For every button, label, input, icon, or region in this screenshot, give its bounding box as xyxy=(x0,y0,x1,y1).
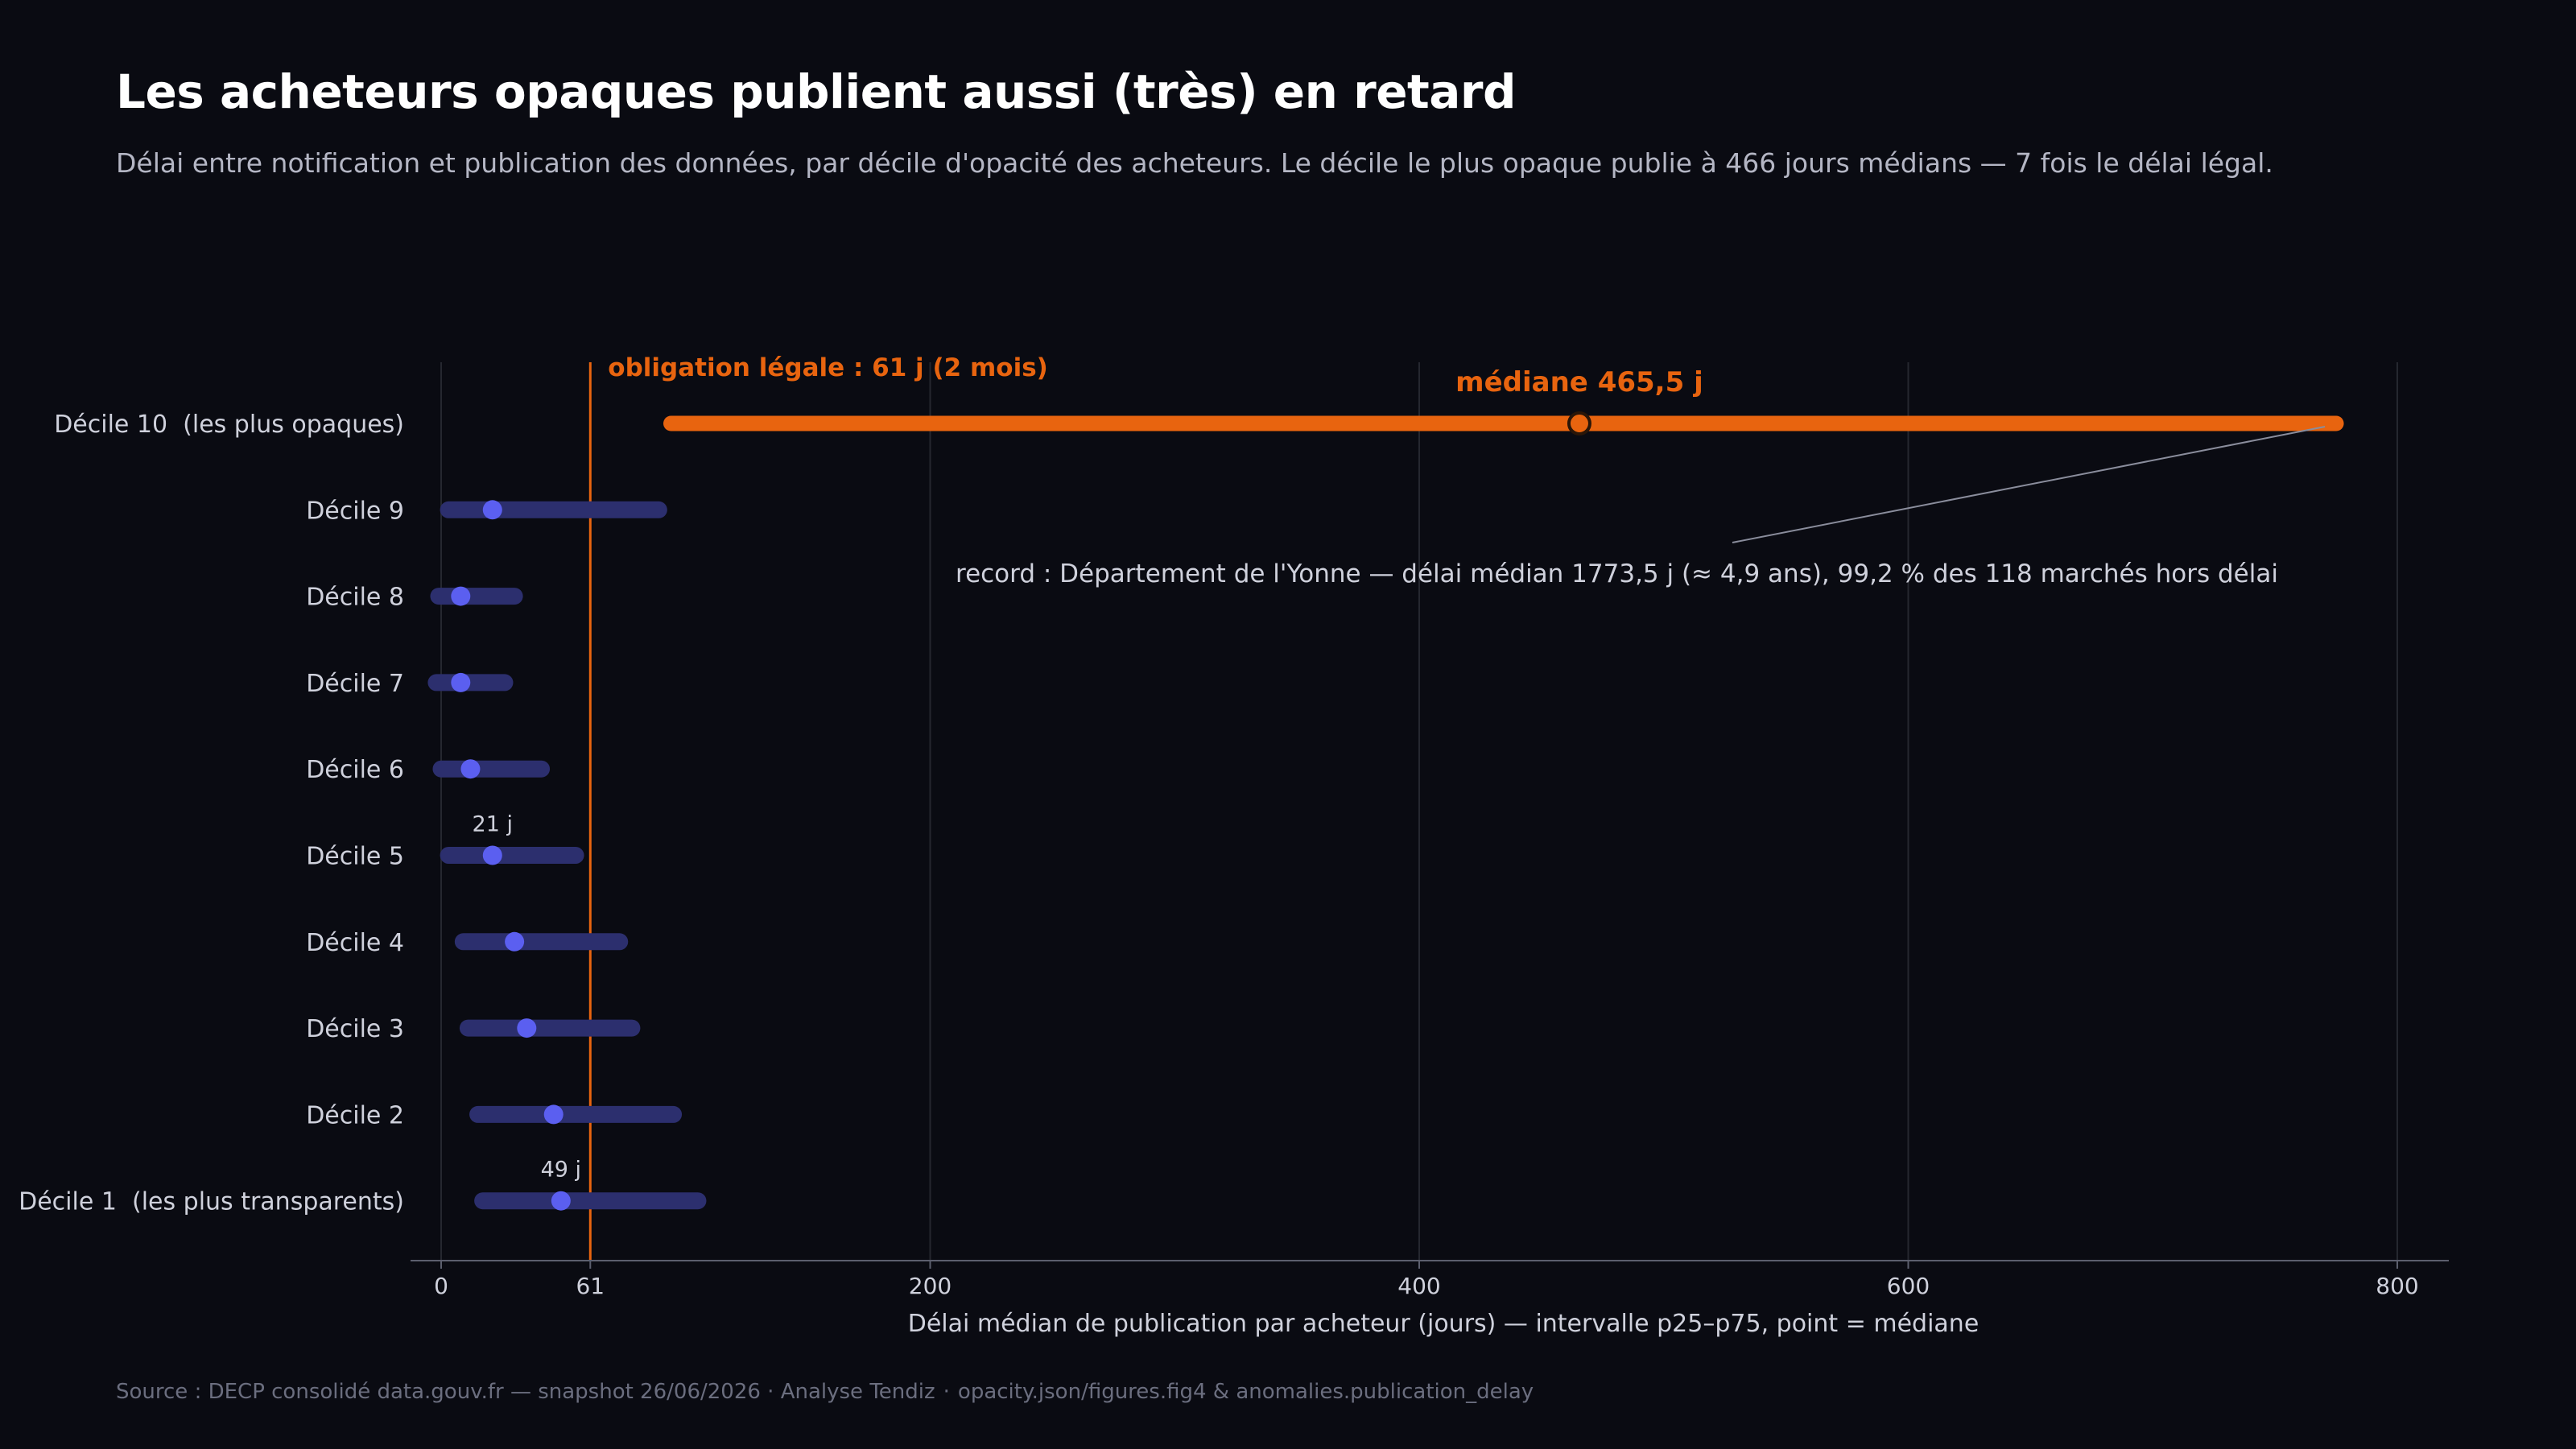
category-label: Décile 1 (les plus transparents) xyxy=(19,1188,404,1216)
category-label: Décile 6 xyxy=(306,756,404,784)
median-point xyxy=(482,500,502,520)
category-label: Décile 8 xyxy=(306,584,404,612)
median-point xyxy=(551,1191,571,1211)
reference-line-group: obligation légale : 61 j (2 mois) xyxy=(588,353,1048,1261)
category-labels: Décile 10 (les plus opaques) Décile 9 Déci… xyxy=(19,411,404,1216)
source-reference: opacity.json/figures.fig4 & anomalies.pu… xyxy=(957,1380,1534,1404)
category-label: Décile 7 xyxy=(306,670,404,698)
record-leader-line xyxy=(1732,426,2326,543)
x-axis: 0 61 200 400 600 800 Délai médian de publicat… xyxy=(411,1260,2449,1338)
category-label: Décile 5 xyxy=(306,843,404,871)
x-tick-label: 400 xyxy=(1397,1273,1440,1299)
x-axis-label: Délai médian de publication par acheteur… xyxy=(908,1310,1979,1338)
category-label: Décile 10 (les plus opaques) xyxy=(54,411,404,439)
annotations: médiane 465,5 j record : Département de … xyxy=(473,366,2326,1183)
category-label: Décile 2 xyxy=(306,1101,404,1129)
median-point xyxy=(505,931,525,952)
legal-deadline-label: obligation légale : 61 j (2 mois) xyxy=(608,353,1048,382)
category-label: Décile 9 xyxy=(306,497,404,525)
x-tick-label: 0 xyxy=(434,1273,448,1299)
median-point xyxy=(460,759,481,779)
x-tick-label: 61 xyxy=(576,1273,605,1299)
x-tick-label: 800 xyxy=(2376,1273,2418,1299)
record-annotation: record : Département de l'Yonne — délai … xyxy=(956,559,2278,588)
median-point xyxy=(517,1018,537,1038)
chart-title: Les acheteurs opaques publient aussi (tr… xyxy=(116,64,1517,119)
x-axis-ticks: 0 61 200 400 600 800 xyxy=(434,1261,2419,1299)
x-tick-label: 200 xyxy=(909,1273,952,1299)
median-points xyxy=(451,411,1591,1211)
source-note: Source : DECP consolidé data.gouv.fr — s… xyxy=(116,1380,1534,1404)
median-point xyxy=(451,586,471,606)
decile-1-median-label: 49 j xyxy=(541,1158,581,1183)
x-tick-label: 600 xyxy=(1887,1273,1930,1299)
category-label: Décile 3 xyxy=(306,1015,404,1043)
source-text: Source : DECP consolidé data.gouv.fr — s… xyxy=(116,1380,935,1404)
chart-subtitle: Délai entre notification et publication … xyxy=(116,147,2273,179)
source-separator: · xyxy=(943,1380,950,1404)
grid-lines xyxy=(440,362,2398,1261)
median-point xyxy=(543,1104,564,1125)
median-point xyxy=(451,672,471,692)
median-point-highlight xyxy=(1567,411,1591,436)
median-point xyxy=(482,845,502,865)
top-decile-median-label: médiane 465,5 j xyxy=(1455,366,1703,398)
decile-5-median-label: 21 j xyxy=(473,812,513,837)
category-label: Décile 4 xyxy=(306,929,404,957)
range-bars xyxy=(427,415,2344,1210)
